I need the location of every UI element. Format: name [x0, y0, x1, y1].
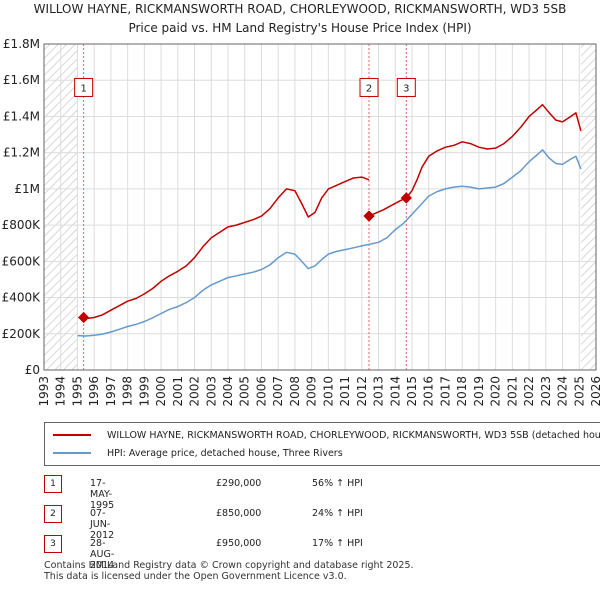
legend-item-property: WILLOW HAYNE, RICKMANSWORTH ROAD, CHORLE…	[53, 428, 600, 442]
sale-label-box	[396, 77, 416, 97]
x-tick-label: 2024	[556, 376, 570, 407]
legend: WILLOW HAYNE, RICKMANSWORTH ROAD, CHORLE…	[44, 422, 600, 466]
x-tick-label: 2012	[355, 376, 369, 407]
transaction-date: 28-AUG-2014	[90, 538, 115, 571]
series-group	[77, 103, 582, 337]
y-tick-label: £600K	[2, 254, 42, 268]
x-tick-label: 2003	[204, 376, 218, 407]
legend-swatch-property	[53, 434, 91, 436]
property-price-line	[368, 197, 407, 217]
x-tick-label: 2020	[489, 376, 503, 407]
x-tick-label: 1999	[137, 376, 151, 407]
x-tick-label: 2009	[305, 376, 319, 407]
x-tick-label: 1997	[104, 376, 118, 407]
transaction-number: 3	[44, 535, 62, 553]
transaction-hpi: 24% ↑ HPI	[312, 508, 363, 519]
x-tick-label: 2007	[271, 376, 285, 407]
x-tick-label: 2005	[238, 376, 252, 407]
hatched-region	[580, 44, 596, 370]
sale-label-box	[359, 77, 379, 97]
sale-point	[400, 192, 412, 204]
x-tick-label: 1998	[121, 376, 135, 407]
legend-label-hpi: HPI: Average price, detached house, Thre…	[107, 447, 343, 459]
plot-border	[43, 43, 597, 371]
transaction-hpi: 17% ↑ HPI	[312, 538, 363, 549]
x-tick-label: 1994	[54, 376, 68, 407]
x-tick-label: 2010	[321, 376, 335, 407]
y-tick-label: £1.4M	[3, 109, 40, 123]
x-tick-label: 2016	[422, 376, 436, 407]
y-tick-label: £1.6M	[3, 73, 40, 87]
x-tick-label: 2022	[522, 376, 536, 407]
sale-label-box	[74, 77, 94, 97]
x-tick-label: 2017	[438, 376, 452, 407]
x-tick-label: 2004	[221, 376, 235, 407]
price-chart: £0 £200K £400K £600K £800K £1M £1.2M £1.4M £1.6M…	[2, 37, 600, 407]
y-tick-label: £800K	[2, 218, 42, 232]
x-tick-label: 2025	[572, 376, 586, 407]
footer-copyright: Contains HM Land Registry data © Crown c…	[44, 560, 414, 571]
footer: Contains HM Land Registry data © Crown c…	[44, 560, 414, 582]
y-tick-label: £200K	[2, 327, 42, 341]
property-price-line	[83, 176, 370, 320]
transaction-number: 2	[44, 505, 62, 523]
x-tick-label: 2018	[455, 376, 469, 407]
y-tick-label: £400K	[2, 291, 42, 305]
plot-area	[44, 44, 596, 370]
x-tick-label: 2000	[154, 376, 168, 407]
x-tick-label: 1996	[87, 376, 101, 407]
y-tick-label: £1.8M	[3, 37, 40, 51]
chart-title: WILLOW HAYNE, RICKMANSWORTH ROAD, CHORLE…	[33, 2, 567, 16]
property-price-line	[405, 103, 582, 199]
transaction-price: £950,000	[216, 538, 262, 549]
x-tick-label: 2014	[388, 376, 402, 407]
chart-subtitle: Price paid vs. HM Land Registry's House …	[128, 21, 472, 35]
x-tick-label: 2023	[539, 376, 553, 407]
legend-swatch-hpi	[53, 452, 91, 454]
x-tick-label: 2002	[188, 376, 202, 407]
footer-license: This data is licensed under the Open Gov…	[44, 571, 347, 582]
y-tick-label: £1M	[14, 182, 40, 196]
x-tick-label: 2006	[254, 376, 268, 407]
x-tick-label: 2001	[171, 376, 185, 407]
x-tick-label: 2013	[372, 376, 386, 407]
x-tick-label: 1995	[70, 376, 84, 407]
x-tick-label: 2015	[405, 376, 419, 407]
legend-item-hpi: HPI: Average price, detached house, Thre…	[53, 446, 343, 460]
x-tick-label: 2019	[472, 376, 486, 407]
transaction-date: 17-MAY-1995	[90, 478, 115, 511]
y-tick-label: £1.2M	[3, 146, 40, 160]
hpi-line	[77, 149, 582, 337]
x-tick-label: 2011	[338, 376, 352, 407]
transaction-hpi: 56% ↑ HPI	[312, 478, 363, 489]
legend-label-property: WILLOW HAYNE, RICKMANSWORTH ROAD, CHORLE…	[107, 429, 600, 441]
x-tick-label: 2026	[589, 376, 600, 407]
transaction-price: £290,000	[216, 478, 262, 489]
sale-label: 2	[366, 83, 372, 94]
sale-label: 1	[80, 83, 86, 94]
transaction-price: £850,000	[216, 508, 262, 519]
sale-point	[363, 210, 375, 222]
x-tick-label: 2021	[505, 376, 519, 407]
x-tick-label: 1993	[37, 376, 51, 407]
transaction-number: 1	[44, 475, 62, 493]
transaction-date: 07-JUN-2012	[90, 508, 115, 541]
sale-label: 3	[403, 83, 409, 94]
x-tick-label: 2008	[288, 376, 302, 407]
y-tick-label: £0	[25, 363, 40, 377]
